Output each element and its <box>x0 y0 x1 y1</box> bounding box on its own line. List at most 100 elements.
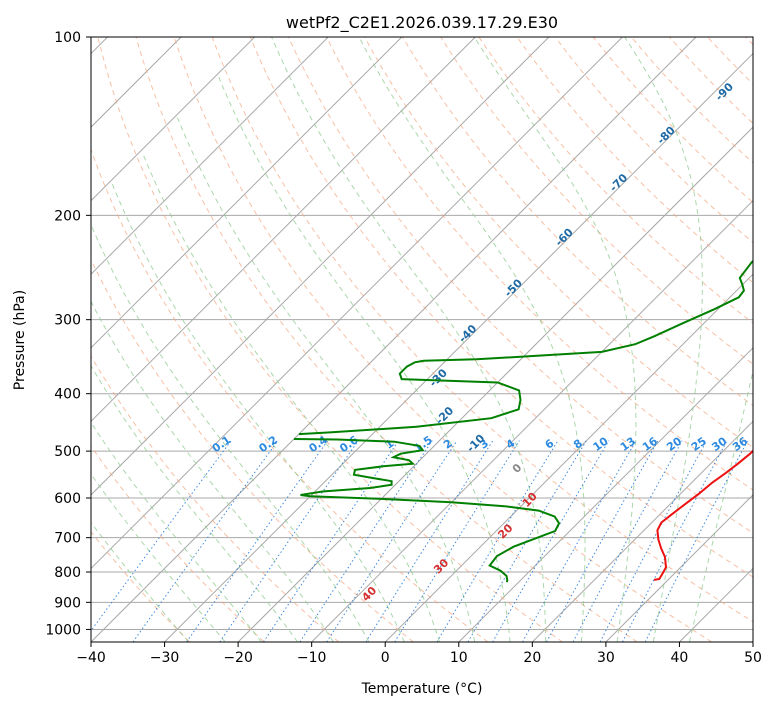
dry-adiabat <box>91 355 340 642</box>
y-tick-label: 300 <box>54 313 81 329</box>
moist-adiabat <box>177 117 476 642</box>
y-tick-label: 600 <box>54 491 81 507</box>
dry-adiabat <box>745 37 753 46</box>
moist-adiabat <box>91 223 370 642</box>
moist-adiabat <box>473 37 637 642</box>
mixing-ratio-label: 6 <box>543 437 557 452</box>
isotherm-gridline <box>91 37 329 275</box>
mixing-ratio-line <box>326 440 458 642</box>
dewpoint-profile-upper <box>298 259 753 436</box>
dry-adiabat <box>287 37 753 534</box>
x-tick-label: 50 <box>744 650 762 666</box>
moist-adiabat-label: 30 <box>431 556 451 576</box>
dry-adiabat <box>630 37 753 164</box>
dry-adiabat <box>516 37 753 284</box>
moist-adiabat <box>91 473 226 642</box>
mixing-ratio-line <box>492 440 610 642</box>
dry-adiabat <box>402 37 753 407</box>
isotherm-gridline <box>752 641 753 642</box>
dewpoint-profile-lower <box>293 438 561 583</box>
dry-adiabat <box>91 148 489 642</box>
mixing-ratio-line <box>599 440 708 642</box>
mixing-ratio-line <box>394 440 520 642</box>
dry-adiabat-label: -40 <box>456 322 479 345</box>
y-tick-label: 900 <box>54 595 81 611</box>
mixing-ratio-line <box>91 440 232 632</box>
dry-adiabat-label: -70 <box>607 171 630 194</box>
dry-adiabat <box>364 37 753 449</box>
dry-adiabat <box>91 445 265 642</box>
mixing-ratio-label: 0.1 <box>210 433 233 455</box>
dry-adiabat <box>669 37 753 125</box>
mixing-ratio-line <box>644 440 749 642</box>
mixing-ratio-label: 0.2 <box>257 433 280 455</box>
dry-adiabat <box>211 37 753 623</box>
x-tick-label: −20 <box>223 650 253 666</box>
dry-adiabat <box>97 37 563 642</box>
y-axis-label: Pressure (hPa) <box>12 290 28 390</box>
mixing-ratio-line <box>186 440 329 642</box>
moist-adiabat-label: 10 <box>520 490 540 510</box>
moist-adiabat <box>271 37 547 642</box>
dry-adiabat <box>249 37 753 578</box>
moist-adiabat <box>358 37 586 642</box>
dry-adiabat <box>326 37 753 491</box>
moist-adiabat <box>142 152 440 642</box>
x-axis-label: Temperature (°C) <box>361 681 483 697</box>
moist-adiabat <box>111 183 405 642</box>
plot-area: 0.10.20.40.611.52346810131620253036-100-… <box>91 37 753 642</box>
mixing-ratio-line <box>132 440 279 642</box>
isotherm-gridline <box>91 37 256 202</box>
y-tick-label: 500 <box>54 444 81 460</box>
mixing-ratio-label: 2 <box>441 437 455 452</box>
isotherm-gridline <box>458 347 753 642</box>
moist-adiabat <box>91 521 189 642</box>
mixing-ratio-line <box>622 440 728 642</box>
mixing-ratio-line <box>522 440 637 642</box>
dry-adiabat <box>440 37 753 365</box>
dry-adiabat <box>592 37 753 204</box>
x-tick-label: 40 <box>671 650 689 666</box>
isotherm-gridline <box>91 37 476 423</box>
axes: −40 −30 −20 −10 0 10 20 30 40 5010020030040050060… <box>45 30 762 666</box>
chart-title: wetPf2_C2E1.2026.039.17.29.E30 <box>286 13 558 33</box>
y-tick-label: 100 <box>54 30 81 46</box>
moist-adiabat <box>624 37 703 642</box>
temperature-profile <box>653 449 753 581</box>
y-tick-label: 1000 <box>45 622 81 638</box>
isotherm-gridline <box>311 199 753 642</box>
x-tick-label: 20 <box>523 650 541 666</box>
moist-adiabat <box>91 421 262 642</box>
isotherm-gridline <box>91 37 697 642</box>
dry-adiabat-label: -60 <box>553 226 576 249</box>
dry-adiabat-label: -50 <box>502 276 525 299</box>
moist-adiabat <box>91 300 334 642</box>
x-tick-label: 10 <box>450 650 468 666</box>
mixing-ratio-line <box>299 440 433 642</box>
isotherm-gridline <box>91 37 623 570</box>
mixing-ratio-line <box>263 440 400 642</box>
y-tick-label: 700 <box>54 531 81 547</box>
dry-adiabat <box>707 37 753 85</box>
isotherm-gridline <box>605 494 753 642</box>
isotherm-gridline <box>91 37 403 349</box>
dry-adiabat <box>554 37 753 244</box>
isotherm-gridline <box>531 420 753 642</box>
y-tick-label: 200 <box>54 208 81 224</box>
moist-adiabat <box>91 364 299 642</box>
y-tick-label: 400 <box>54 387 81 403</box>
isotherm-gridline <box>164 52 753 642</box>
dry-adiabat <box>478 37 753 324</box>
plot-frame <box>90 36 754 643</box>
moist-adiabat <box>689 368 753 642</box>
x-tick-label: −10 <box>297 650 327 666</box>
isotherm-gridline <box>384 273 753 642</box>
y-tick-label: 800 <box>54 565 81 581</box>
x-tick-label: −40 <box>76 650 106 666</box>
dry-adiabat-label: -90 <box>713 80 736 103</box>
x-tick-label: 0 <box>381 650 390 666</box>
mixing-ratio-label: 0.4 <box>306 433 330 455</box>
mixing-ratio-line <box>436 440 559 642</box>
dry-adiabat <box>135 37 638 642</box>
